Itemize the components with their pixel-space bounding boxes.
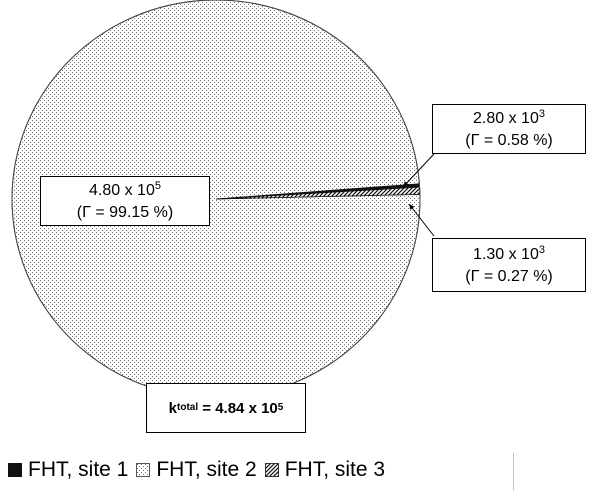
legend-item-site2: FHT, site 2 bbox=[136, 458, 257, 482]
legend-label-site1: FHT, site 1 bbox=[28, 458, 129, 481]
legend-swatch-site3 bbox=[264, 463, 279, 477]
leader-site3-head bbox=[403, 181, 409, 187]
label-site1-exp: 3 bbox=[538, 244, 545, 256]
label-site2: 4.80 x 105 (Γ = 99.15 %) bbox=[40, 176, 210, 226]
legend-swatch-site2 bbox=[136, 463, 151, 477]
label-site2-gamma: (Γ = 99.15 %) bbox=[76, 204, 174, 221]
label-site1: 1.30 x 103 (Γ = 0.27 %) bbox=[432, 238, 586, 292]
total-k: k bbox=[168, 399, 177, 417]
label-site3-k: 2.80 x 10 bbox=[473, 110, 539, 127]
leader-site1 bbox=[408, 203, 435, 237]
label-site1-gamma: (Γ = 0.27 %) bbox=[465, 268, 553, 285]
total-label: k total = 4.84 x 10 5 bbox=[146, 383, 306, 433]
legend-label-site2: FHT, site 2 bbox=[156, 458, 257, 481]
legend-divider bbox=[513, 453, 514, 490]
leader-site3 bbox=[402, 153, 435, 188]
pie-slices bbox=[11, 0, 421, 399]
leader-lines bbox=[402, 153, 435, 237]
label-site2-k: 4.80 x 10 bbox=[89, 182, 155, 199]
label-site3: 2.80 x 103 (Γ = 0.58 %) bbox=[432, 104, 586, 154]
leader-site1-head bbox=[409, 204, 415, 210]
legend-item-site3: FHT, site 3 bbox=[264, 458, 386, 482]
total-value: = 4.84 x 10 bbox=[202, 399, 278, 417]
label-site3-exp: 3 bbox=[538, 108, 545, 120]
label-site1-k: 1.30 x 10 bbox=[473, 246, 539, 263]
legend-label-site3: FHT, site 3 bbox=[284, 458, 386, 481]
legend-item-site1: FHT, site 1 bbox=[8, 458, 128, 482]
legend-swatch-site1 bbox=[8, 463, 22, 477]
label-site2-exp: 5 bbox=[154, 180, 161, 192]
legend: FHT, site 1 FHT, site 2 FHT, site 3 bbox=[8, 450, 393, 490]
label-site3-gamma: (Γ = 0.58 %) bbox=[465, 132, 553, 149]
